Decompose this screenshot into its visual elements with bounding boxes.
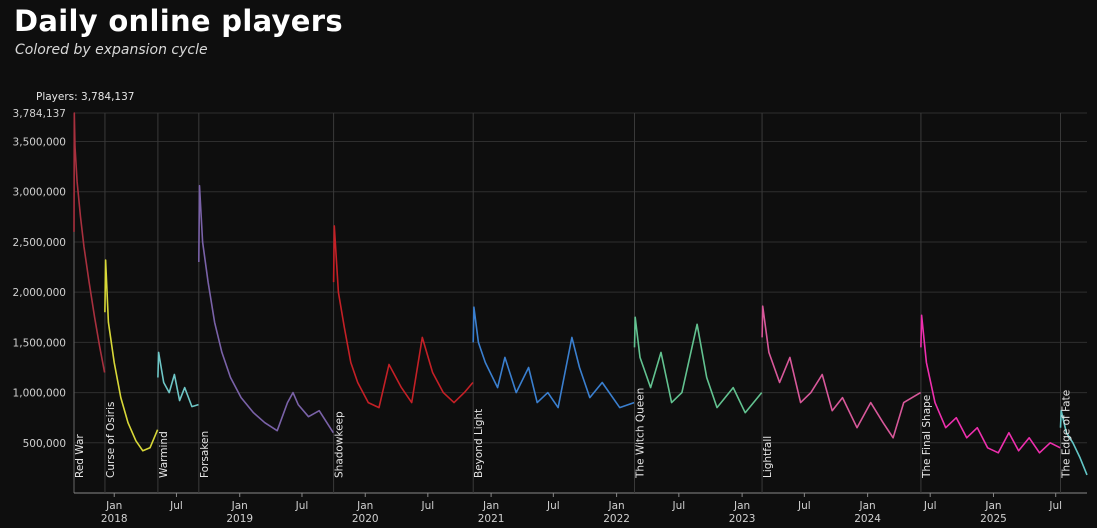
x-year-label: 2024 xyxy=(854,513,881,525)
y-tick-label: 3,500,000 xyxy=(13,137,66,149)
peak-tooltip-label: Players: 3,784,137 xyxy=(36,91,135,103)
y-tick-label: 2,500,000 xyxy=(13,237,66,249)
x-tick-label: Jul xyxy=(169,500,183,512)
x-tick-label: Jul xyxy=(295,500,309,512)
x-year-label: 2020 xyxy=(352,513,379,525)
expansion-label: Red War xyxy=(74,434,86,478)
x-year-label: 2018 xyxy=(101,513,128,525)
y-tick-label: 1,500,000 xyxy=(13,337,66,349)
x-tick-label: Jul xyxy=(797,500,811,512)
chart-subtitle: Colored by expansion cycle xyxy=(15,42,208,58)
x-tick-label: Jan xyxy=(105,500,122,512)
x-tick-label: Jan xyxy=(356,500,373,512)
series-line-warmind xyxy=(157,351,199,408)
series-line-red-war xyxy=(73,112,106,373)
x-tick-label: Jul xyxy=(923,500,937,512)
series-line-lightfall xyxy=(761,305,922,439)
series-line-curse-of-osiris xyxy=(104,259,159,452)
series-line-shadowkeep xyxy=(332,225,474,409)
expansion-label: Lightfall xyxy=(762,436,774,478)
x-year-label: 2022 xyxy=(603,513,630,525)
y-tick-label: 3,784,137 xyxy=(13,108,66,120)
series-line-beyond-light xyxy=(472,306,635,409)
series-line-the-final-shape xyxy=(920,314,1061,454)
x-tick-label: Jul xyxy=(420,500,434,512)
series-line-the-edge-of-fate xyxy=(1059,409,1088,476)
chart-grid xyxy=(74,112,1087,444)
expansion-label: Beyond Light xyxy=(473,409,485,478)
expansion-label: The Edge of Fate xyxy=(1061,390,1073,479)
x-tick-label: Jul xyxy=(1048,500,1062,512)
expansion-labels: Red War Curse of Osiris Warmind Forsaken Sha… xyxy=(74,388,1073,479)
chart-title: Daily online players xyxy=(14,4,343,38)
y-axis: 500,000 1,000,000 1,500,000 2,000,000 2,500,… xyxy=(13,108,75,493)
x-tick-label: Jan xyxy=(984,500,1001,512)
x-year-label: 2025 xyxy=(980,513,1007,525)
x-tick-label: Jan xyxy=(482,500,499,512)
expansion-label: Curse of Osiris xyxy=(105,402,117,478)
x-tick-label: Jan xyxy=(733,500,750,512)
series-line-forsaken xyxy=(198,184,334,434)
x-tick-label: Jan xyxy=(608,500,625,512)
x-year-label: 2023 xyxy=(729,513,756,525)
x-tick-label: Jan xyxy=(859,500,876,512)
expansion-dividers xyxy=(104,113,1062,493)
expansion-label: Shadowkeep xyxy=(334,411,346,478)
series-line-the-witch-queen xyxy=(633,316,763,414)
x-year-label: 2021 xyxy=(478,513,505,525)
expansion-label: The Witch Queen xyxy=(634,388,646,479)
y-tick-label: 2,000,000 xyxy=(13,287,66,299)
y-tick-label: 1,000,000 xyxy=(13,388,66,400)
expansion-label: Warmind xyxy=(158,431,170,478)
expansion-label: The Final Shape xyxy=(921,395,933,479)
y-tick-label: 500,000 xyxy=(23,438,66,450)
x-tick-label: Jul xyxy=(546,500,560,512)
expansion-label: Forsaken xyxy=(199,431,211,478)
x-tick-label: Jan xyxy=(231,500,248,512)
x-year-label: 2019 xyxy=(226,513,253,525)
series-lines xyxy=(73,112,1088,476)
x-tick-label: Jul xyxy=(672,500,686,512)
y-tick-label: 3,000,000 xyxy=(13,187,66,199)
